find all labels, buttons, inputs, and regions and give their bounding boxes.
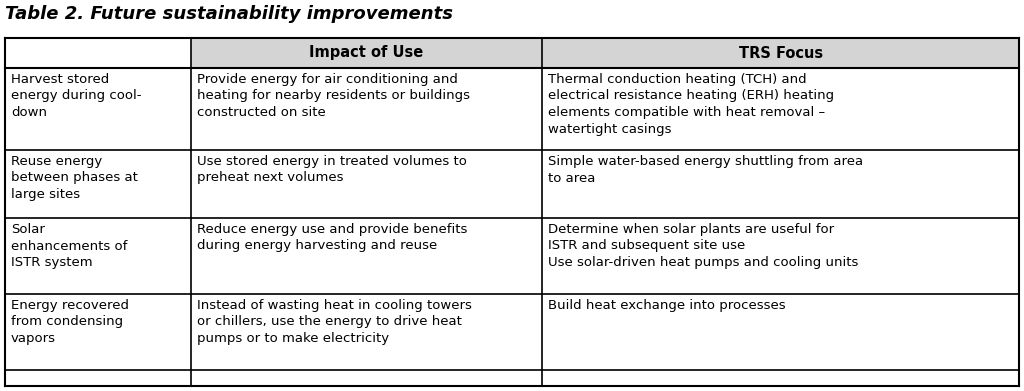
Bar [543,38,1019,68]
Text: Determine when solar plants are useful for
ISTR and subsequent site use
Use sola: Determine when solar plants are useful f… [549,223,859,269]
Text: Reuse energy
between phases at
large sites: Reuse energy between phases at large sit… [11,155,138,201]
Text: Table 2. Future sustainability improvements: Table 2. Future sustainability improveme… [5,5,453,23]
Text: Harvest stored
energy during cool-
down: Harvest stored energy during cool- down [11,73,141,119]
Text: Simple water-based energy shuttling from area
to area: Simple water-based energy shuttling from… [549,155,863,185]
Text: TRS Focus: TRS Focus [738,45,822,61]
Text: Energy recovered
from condensing
vapors: Energy recovered from condensing vapors [11,299,129,345]
Bar [190,38,543,68]
Text: Thermal conduction heating (TCH) and
electrical resistance heating (ERH) heating: Thermal conduction heating (TCH) and ele… [549,73,835,136]
Text: Provide energy for air conditioning and
heating for nearby residents or building: Provide energy for air conditioning and … [197,73,470,119]
Text: Solar
enhancements of
ISTR system: Solar enhancements of ISTR system [11,223,127,269]
Text: Impact of Use: Impact of Use [309,45,424,61]
Text: Reduce energy use and provide benefits
during energy harvesting and reuse: Reduce energy use and provide benefits d… [197,223,467,253]
Text: Build heat exchange into processes: Build heat exchange into processes [549,299,786,312]
Text: Use stored energy in treated volumes to
preheat next volumes: Use stored energy in treated volumes to … [197,155,467,185]
Text: Instead of wasting heat in cooling towers
or chillers, use the energy to drive h: Instead of wasting heat in cooling tower… [197,299,471,345]
